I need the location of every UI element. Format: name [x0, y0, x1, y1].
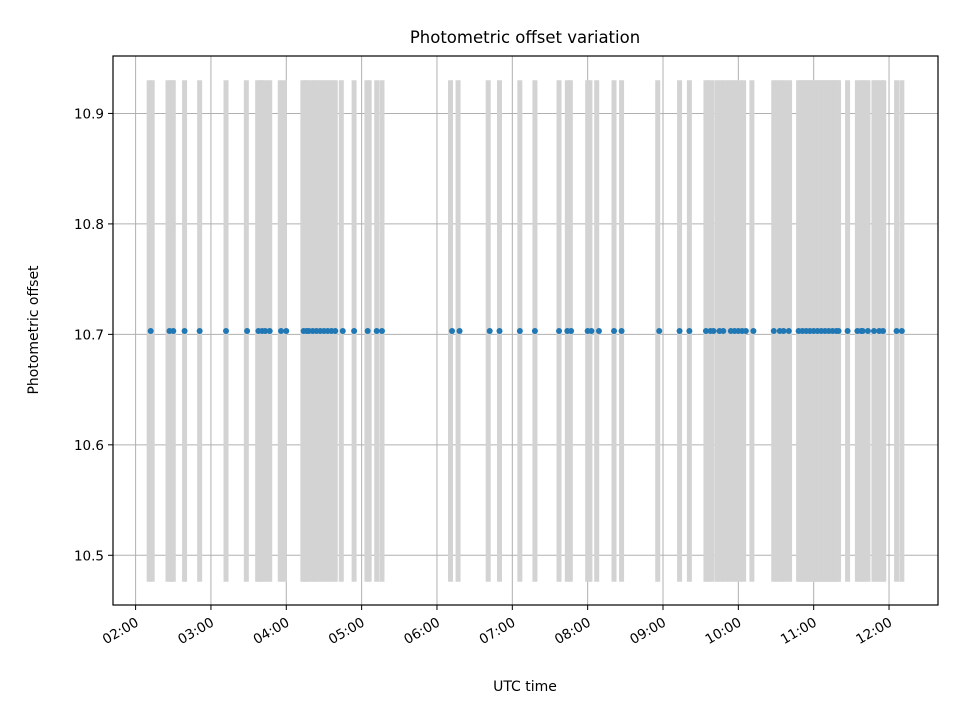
data-point: [378, 328, 385, 335]
data-point: [456, 328, 463, 335]
y-axis-label: Photometric offset: [26, 265, 42, 395]
chart-title: Photometric offset variation: [410, 28, 640, 47]
y-tick-label: 10.8: [74, 217, 104, 233]
data-point: [870, 328, 877, 335]
data-point: [676, 328, 683, 335]
data-point: [720, 328, 727, 335]
x-axis-label: UTC time: [493, 679, 557, 695]
data-point: [835, 328, 842, 335]
data-point: [516, 328, 523, 335]
data-point: [611, 328, 618, 335]
data-point: [531, 328, 538, 335]
data-point: [618, 328, 625, 335]
data-point: [702, 328, 709, 335]
data-point: [486, 328, 493, 335]
data-point: [364, 328, 371, 335]
data-point: [750, 328, 757, 335]
data-point: [780, 328, 787, 335]
data-point: [844, 328, 851, 335]
data-point: [244, 328, 251, 335]
data-point: [656, 328, 663, 335]
data-point: [710, 328, 717, 335]
y-tick-label: 10.9: [74, 106, 104, 122]
plot-frame: [112, 55, 939, 606]
data-point: [785, 328, 792, 335]
data-point: [859, 328, 866, 335]
data-point: [880, 328, 886, 335]
data-point: [898, 328, 905, 335]
data-point: [181, 328, 188, 335]
data-point: [266, 328, 273, 335]
data-point: [351, 328, 358, 335]
y-tick-label: 10.7: [74, 327, 104, 343]
data-point: [223, 328, 230, 335]
data-point: [568, 328, 575, 335]
data-point: [373, 328, 380, 335]
data-point: [588, 328, 595, 335]
data-point: [283, 328, 290, 335]
data-point: [147, 328, 154, 335]
data-point: [496, 328, 503, 335]
point-layer: [147, 328, 905, 335]
data-point: [196, 328, 203, 335]
data-point: [170, 328, 177, 335]
data-point: [449, 328, 456, 335]
data-point: [770, 328, 777, 335]
data-point: [262, 328, 269, 335]
y-tick-label: 10.5: [74, 548, 104, 564]
data-point: [556, 328, 563, 335]
y-tick-label: 10.6: [74, 438, 104, 454]
data-point: [742, 328, 749, 335]
data-point: [278, 328, 285, 335]
data-point: [686, 328, 693, 335]
data-point: [339, 328, 346, 335]
data-point: [332, 328, 339, 335]
data-point: [893, 328, 900, 335]
data-point: [595, 328, 602, 335]
data-point: [864, 328, 871, 335]
